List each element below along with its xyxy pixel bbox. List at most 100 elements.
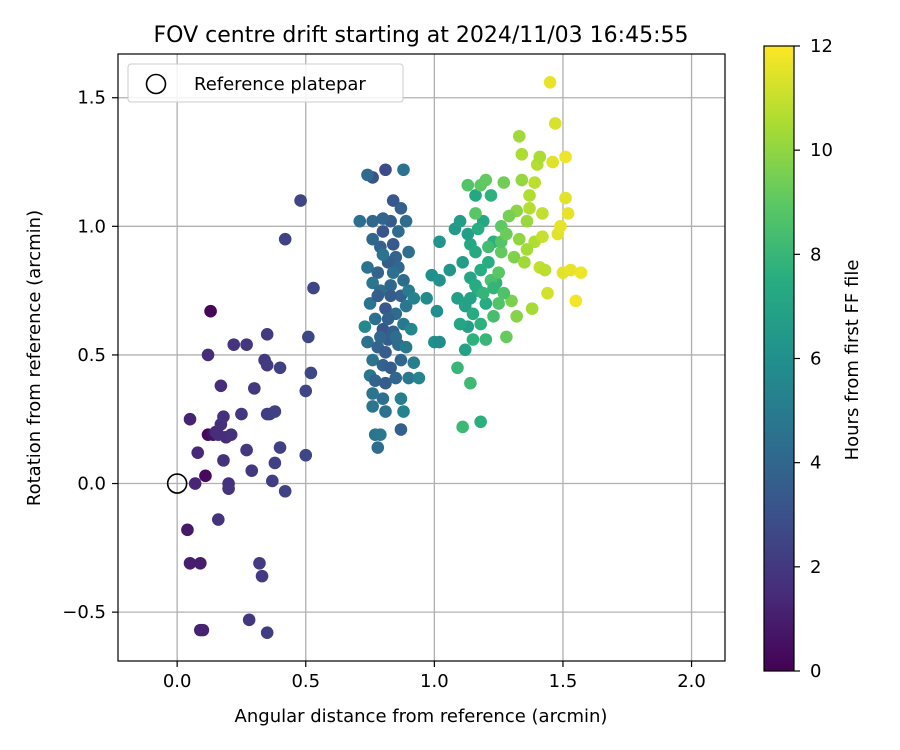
data-point — [294, 194, 307, 207]
data-point — [361, 261, 374, 274]
data-point — [456, 256, 469, 269]
legend-marker-icon — [145, 73, 167, 95]
data-point — [366, 387, 379, 400]
data-point — [559, 150, 572, 164]
data-point — [273, 361, 287, 375]
data-point — [574, 266, 588, 279]
data-point — [268, 405, 282, 418]
data-point — [353, 214, 367, 228]
data-point — [240, 338, 253, 351]
x-axis-label: Angular distance from reference (arcmin) — [235, 706, 608, 727]
data-point — [466, 333, 480, 346]
data-point — [484, 189, 498, 202]
colorbar-tick-label: 4 — [810, 453, 821, 474]
data-point — [528, 176, 541, 189]
colorbar-tick-label: 6 — [810, 349, 821, 370]
data-point — [469, 279, 482, 292]
data-point — [520, 243, 534, 256]
y-axis-label: Rotation from reference (arcmin) — [24, 210, 45, 506]
data-point — [453, 214, 467, 228]
data-point — [366, 353, 379, 367]
data-point — [474, 415, 487, 429]
data-point — [512, 232, 526, 246]
data-point — [461, 227, 475, 241]
data-point — [458, 343, 472, 357]
data-point — [389, 371, 403, 385]
data-point — [376, 212, 390, 225]
data-point — [536, 230, 549, 243]
data-point — [204, 304, 217, 318]
data-point — [394, 423, 408, 436]
data-point — [371, 289, 385, 303]
data-point — [523, 202, 536, 215]
data-point — [245, 464, 259, 477]
data-point — [533, 150, 547, 164]
data-point — [402, 245, 415, 259]
data-point — [188, 477, 202, 490]
data-point — [458, 297, 472, 310]
x-tick-label: 1.0 — [420, 671, 449, 692]
data-point — [487, 310, 500, 323]
colorbar-label: Hours from first FF file — [842, 260, 863, 461]
data-point — [492, 297, 505, 310]
data-point — [379, 163, 392, 177]
data-point — [492, 266, 505, 279]
data-point — [384, 289, 397, 303]
data-point — [507, 250, 521, 264]
data-point — [505, 294, 518, 308]
legend-box — [127, 63, 404, 103]
data-point — [299, 448, 313, 462]
data-point — [515, 173, 529, 187]
data-point — [469, 189, 482, 202]
data-point — [212, 513, 225, 526]
data-point — [482, 240, 495, 254]
data-point — [214, 379, 228, 393]
data-point — [379, 302, 392, 315]
data-point — [538, 263, 552, 277]
data-point — [307, 281, 320, 295]
data-point — [461, 178, 475, 192]
data-point — [397, 405, 410, 418]
data-point — [386, 194, 400, 207]
data-point — [376, 248, 390, 261]
data-point — [183, 412, 197, 426]
chart-title: FOV centre drift starting at 2024/11/03 … — [154, 23, 689, 48]
data-point — [469, 245, 482, 259]
data-point — [181, 523, 194, 537]
legend: Reference platepar — [127, 63, 404, 103]
data-point — [194, 556, 207, 570]
data-point — [379, 346, 392, 359]
data-point — [479, 333, 493, 346]
data-point — [515, 148, 529, 161]
data-point — [561, 207, 575, 220]
data-point — [278, 232, 292, 246]
data-point — [376, 392, 390, 405]
data-point — [253, 556, 266, 570]
data-point — [464, 376, 477, 390]
data-point — [217, 454, 230, 467]
data-point — [433, 274, 446, 287]
data-point — [512, 130, 526, 143]
data-point — [564, 263, 577, 277]
data-point — [201, 348, 215, 362]
data-point — [371, 266, 385, 279]
data-point — [402, 371, 415, 385]
data-point — [525, 302, 539, 315]
data-point — [397, 163, 410, 177]
data-point — [420, 292, 433, 305]
data-point — [227, 338, 241, 351]
data-point — [518, 256, 531, 269]
data-point — [240, 443, 253, 457]
data-point — [394, 392, 408, 405]
data-point — [497, 286, 511, 300]
y-axis-ticks: −0.5 0.0 0.5 1.0 1.5 — [62, 88, 118, 623]
data-point — [482, 256, 495, 269]
data-point — [386, 266, 400, 279]
plot-frame — [117, 53, 726, 662]
data-point — [520, 214, 534, 228]
data-point — [466, 307, 480, 321]
data-point — [510, 310, 523, 323]
data-point — [412, 371, 426, 385]
data-point — [368, 374, 382, 387]
